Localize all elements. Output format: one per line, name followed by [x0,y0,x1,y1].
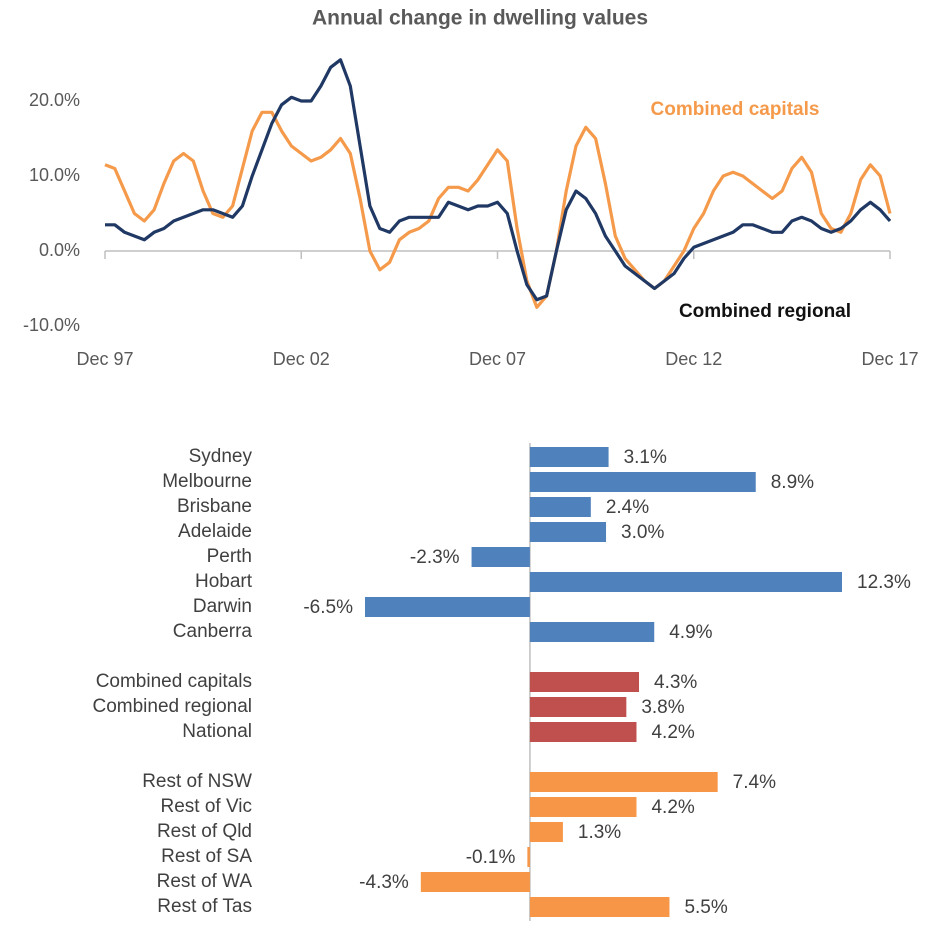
x-tick-label: Dec 12 [665,349,722,369]
bar [420,872,530,892]
value-label: -6.5% [303,597,353,618]
value-label: 5.5% [684,897,727,918]
category-label: Rest of SA [161,846,252,867]
category-label: Brisbane [177,496,252,517]
category-label: Perth [207,546,252,567]
x-tick-label: Dec 97 [76,349,133,369]
value-label: 1.3% [578,822,621,843]
bar [529,822,563,842]
value-label: 12.3% [857,572,911,593]
category-label: Sydney [189,446,253,467]
category-label: Rest of Qld [157,821,252,842]
value-label: 8.9% [771,472,814,493]
value-label: 4.9% [669,622,712,643]
bar [529,797,637,817]
category-label: Hobart [195,571,253,592]
value-label: 7.4% [733,772,776,793]
bar [529,472,756,492]
category-label: Darwin [193,596,252,617]
x-tick-label: Dec 17 [861,349,918,369]
category-label: Rest of Vic [160,796,252,817]
category-label: Combined capitals [96,671,252,692]
category-label: Rest of NSW [142,771,252,792]
bar [529,622,655,642]
bar [365,597,530,617]
value-label: 4.2% [651,722,694,743]
chart-title: Annual change in dwelling values [312,7,648,30]
value-label: -4.3% [359,872,409,893]
x-tick-label: Dec 02 [273,349,330,369]
bar [529,772,718,792]
y-tick-label: 0.0% [39,240,80,260]
bar [529,897,670,917]
y-tick-label: 10.0% [29,165,80,185]
value-label: 3.1% [624,447,667,468]
value-label: 2.4% [606,497,649,518]
value-label: 4.2% [651,797,694,818]
category-label: National [182,721,252,742]
category-label: Canberra [173,621,253,642]
x-tick-label: Dec 07 [469,349,526,369]
category-label: Adelaide [178,521,252,542]
bar [529,522,607,542]
series-line [104,110,892,309]
value-label: 4.3% [654,672,697,693]
y-tick-label: -10.0% [23,315,80,335]
bar [527,847,530,867]
value-label: -0.1% [466,847,516,868]
value-label: 3.8% [641,697,684,718]
series-line [105,58,892,302]
category-label: Rest of WA [157,871,253,892]
bar [529,447,609,467]
bar [529,697,627,717]
category-label: Combined regional [93,696,253,717]
series-label: Combined regional [679,301,851,322]
bar [529,572,842,592]
category-label: Melbourne [162,471,252,492]
series-label: Combined capitals [651,99,820,120]
y-tick-label: 20.0% [29,90,80,110]
value-label: 3.0% [621,522,664,543]
bar [529,672,640,692]
bar [529,722,637,742]
bar [529,497,591,517]
value-label: -2.3% [410,547,460,568]
category-label: Rest of Tas [157,896,252,917]
bar [471,547,530,567]
